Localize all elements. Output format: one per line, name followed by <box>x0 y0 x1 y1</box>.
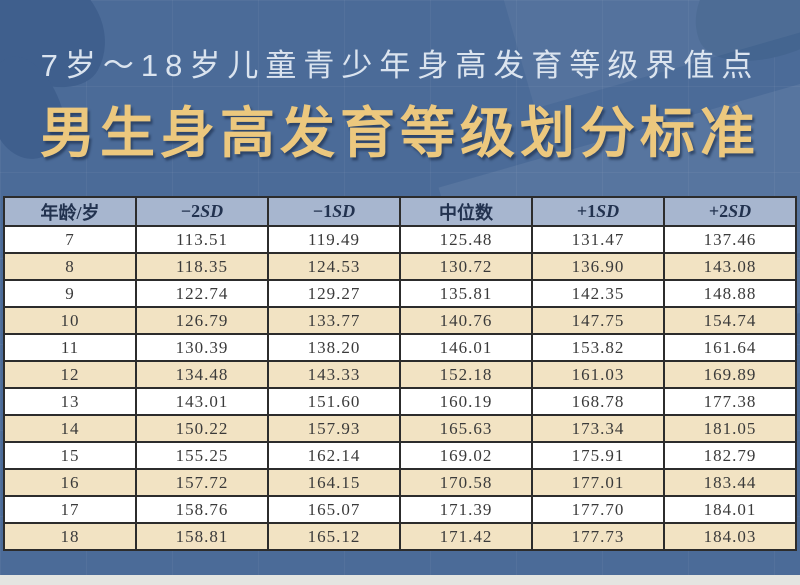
cell-value: 152.18 <box>399 360 533 389</box>
poster-title: 男生身高发育等级划分标准 <box>39 102 760 164</box>
cell-value: 140.76 <box>399 306 533 335</box>
table-row: 17 158.76 165.07 171.39 177.70 184.01 <box>3 495 797 524</box>
column-header-4: +1SD <box>531 196 665 227</box>
column-header-0: 年龄/岁 <box>3 196 137 227</box>
cell-value: 129.27 <box>267 279 401 308</box>
cell-age: 9 <box>3 279 137 308</box>
cell-value: 173.34 <box>531 414 665 443</box>
cell-value: 165.63 <box>399 414 533 443</box>
cell-value: 181.05 <box>663 414 797 443</box>
cell-value: 150.22 <box>135 414 269 443</box>
cell-value: 184.01 <box>663 495 797 524</box>
cell-value: 158.76 <box>135 495 269 524</box>
cell-value: 164.15 <box>267 468 401 497</box>
cell-value: 146.01 <box>399 333 533 362</box>
cell-age: 10 <box>3 306 137 335</box>
cell-value: 161.64 <box>663 333 797 362</box>
cell-value: 124.53 <box>267 252 401 281</box>
table-row: 7 113.51 119.49 125.48 131.47 137.46 <box>3 225 797 254</box>
cell-value: 136.90 <box>531 252 665 281</box>
column-header-3: 中位数 <box>399 196 533 227</box>
cell-value: 130.39 <box>135 333 269 362</box>
cell-value: 122.74 <box>135 279 269 308</box>
cell-value: 138.20 <box>267 333 401 362</box>
cell-value: 137.46 <box>663 225 797 254</box>
cell-value: 143.01 <box>135 387 269 416</box>
cell-value: 162.14 <box>267 441 401 470</box>
table-row: 12 134.48 143.33 152.18 161.03 169.89 <box>3 360 797 389</box>
cell-value: 135.81 <box>399 279 533 308</box>
table-header: 年龄/岁 −2SD −1SD 中位数 +1SD +2SD <box>3 196 797 227</box>
cell-value: 142.35 <box>531 279 665 308</box>
bottom-strip <box>0 575 800 585</box>
cell-age: 7 <box>3 225 137 254</box>
column-header-1: −2SD <box>135 196 269 227</box>
cell-value: 175.91 <box>531 441 665 470</box>
cell-value: 133.77 <box>267 306 401 335</box>
cell-value: 143.33 <box>267 360 401 389</box>
cell-value: 113.51 <box>135 225 269 254</box>
cell-age: 8 <box>3 252 137 281</box>
cell-value: 184.03 <box>663 522 797 551</box>
cell-value: 171.39 <box>399 495 533 524</box>
cell-value: 165.07 <box>267 495 401 524</box>
column-header-2: −1SD <box>267 196 401 227</box>
cell-value: 147.75 <box>531 306 665 335</box>
cell-value: 158.81 <box>135 522 269 551</box>
table-row: 8 118.35 124.53 130.72 136.90 143.08 <box>3 252 797 281</box>
cell-value: 143.08 <box>663 252 797 281</box>
cell-value: 161.03 <box>531 360 665 389</box>
table-header-row: 年龄/岁 −2SD −1SD 中位数 +1SD +2SD <box>3 196 797 227</box>
cell-age: 14 <box>3 414 137 443</box>
cell-age: 15 <box>3 441 137 470</box>
cell-value: 177.70 <box>531 495 665 524</box>
cell-value: 177.73 <box>531 522 665 551</box>
cell-value: 148.88 <box>663 279 797 308</box>
cell-value: 157.72 <box>135 468 269 497</box>
cell-value: 171.42 <box>399 522 533 551</box>
cell-age: 17 <box>3 495 137 524</box>
cell-value: 151.60 <box>267 387 401 416</box>
cell-value: 118.35 <box>135 252 269 281</box>
cell-value: 183.44 <box>663 468 797 497</box>
cell-value: 119.49 <box>267 225 401 254</box>
table-body: 7 113.51 119.49 125.48 131.47 137.46 8 118.35 12… <box>3 225 797 551</box>
cell-value: 169.89 <box>663 360 797 389</box>
poster-subtitle: 7岁～18岁儿童青少年身高发育等级界值点 <box>40 48 760 83</box>
cell-value: 154.74 <box>663 306 797 335</box>
cell-value: 157.93 <box>267 414 401 443</box>
height-standards-table: 年龄/岁 −2SD −1SD 中位数 +1SD +2SD 7 113.51 119.49 125… <box>3 196 797 551</box>
cell-value: 160.19 <box>399 387 533 416</box>
cell-value: 182.79 <box>663 441 797 470</box>
cell-value: 126.79 <box>135 306 269 335</box>
table-row: 14 150.22 157.93 165.63 173.34 181.05 <box>3 414 797 443</box>
cell-age: 18 <box>3 522 137 551</box>
table-row: 18 158.81 165.12 171.42 177.73 184.03 <box>3 522 797 551</box>
table-row: 11 130.39 138.20 146.01 153.82 161.64 <box>3 333 797 362</box>
cell-value: 131.47 <box>531 225 665 254</box>
cell-value: 165.12 <box>267 522 401 551</box>
cell-value: 153.82 <box>531 333 665 362</box>
table-row: 16 157.72 164.15 170.58 177.01 183.44 <box>3 468 797 497</box>
cell-value: 177.01 <box>531 468 665 497</box>
cell-age: 13 <box>3 387 137 416</box>
table-row: 15 155.25 162.14 169.02 175.91 182.79 <box>3 441 797 470</box>
cell-value: 134.48 <box>135 360 269 389</box>
column-header-5: +2SD <box>663 196 797 227</box>
cell-age: 12 <box>3 360 137 389</box>
cell-value: 125.48 <box>399 225 533 254</box>
cell-age: 11 <box>3 333 137 362</box>
cell-value: 169.02 <box>399 441 533 470</box>
table-row: 13 143.01 151.60 160.19 168.78 177.38 <box>3 387 797 416</box>
table-row: 9 122.74 129.27 135.81 142.35 148.88 <box>3 279 797 308</box>
cell-value: 177.38 <box>663 387 797 416</box>
cell-age: 16 <box>3 468 137 497</box>
cell-value: 168.78 <box>531 387 665 416</box>
cell-value: 155.25 <box>135 441 269 470</box>
cell-value: 170.58 <box>399 468 533 497</box>
table-row: 10 126.79 133.77 140.76 147.75 154.74 <box>3 306 797 335</box>
cell-value: 130.72 <box>399 252 533 281</box>
